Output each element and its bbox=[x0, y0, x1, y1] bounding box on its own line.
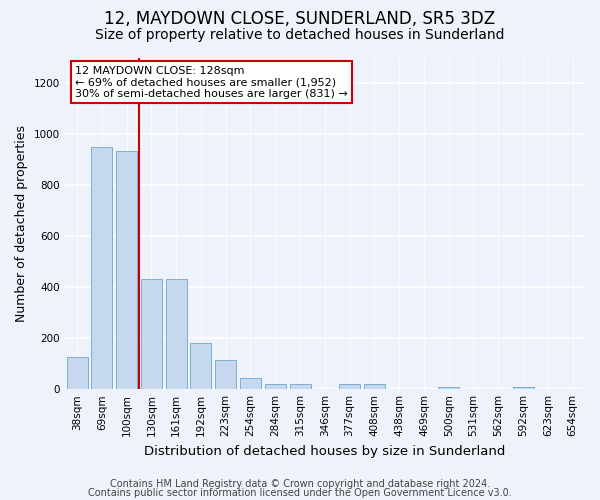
Y-axis label: Number of detached properties: Number of detached properties bbox=[15, 125, 28, 322]
Bar bbox=[141, 280, 162, 389]
Bar bbox=[240, 378, 261, 389]
X-axis label: Distribution of detached houses by size in Sunderland: Distribution of detached houses by size … bbox=[144, 444, 506, 458]
Text: Size of property relative to detached houses in Sunderland: Size of property relative to detached ho… bbox=[95, 28, 505, 42]
Bar bbox=[215, 360, 236, 389]
Text: 12, MAYDOWN CLOSE, SUNDERLAND, SR5 3DZ: 12, MAYDOWN CLOSE, SUNDERLAND, SR5 3DZ bbox=[104, 10, 496, 28]
Bar bbox=[91, 147, 112, 389]
Bar bbox=[339, 384, 360, 389]
Bar bbox=[67, 358, 88, 389]
Bar bbox=[364, 384, 385, 389]
Bar bbox=[290, 384, 311, 389]
Bar bbox=[190, 344, 211, 389]
Text: 12 MAYDOWN CLOSE: 128sqm
← 69% of detached houses are smaller (1,952)
30% of sem: 12 MAYDOWN CLOSE: 128sqm ← 69% of detach… bbox=[75, 66, 348, 99]
Bar bbox=[512, 386, 533, 389]
Bar bbox=[166, 280, 187, 389]
Text: Contains HM Land Registry data © Crown copyright and database right 2024.: Contains HM Land Registry data © Crown c… bbox=[110, 479, 490, 489]
Bar bbox=[265, 384, 286, 389]
Bar bbox=[116, 150, 137, 389]
Text: Contains public sector information licensed under the Open Government Licence v3: Contains public sector information licen… bbox=[88, 488, 512, 498]
Bar bbox=[438, 386, 459, 389]
